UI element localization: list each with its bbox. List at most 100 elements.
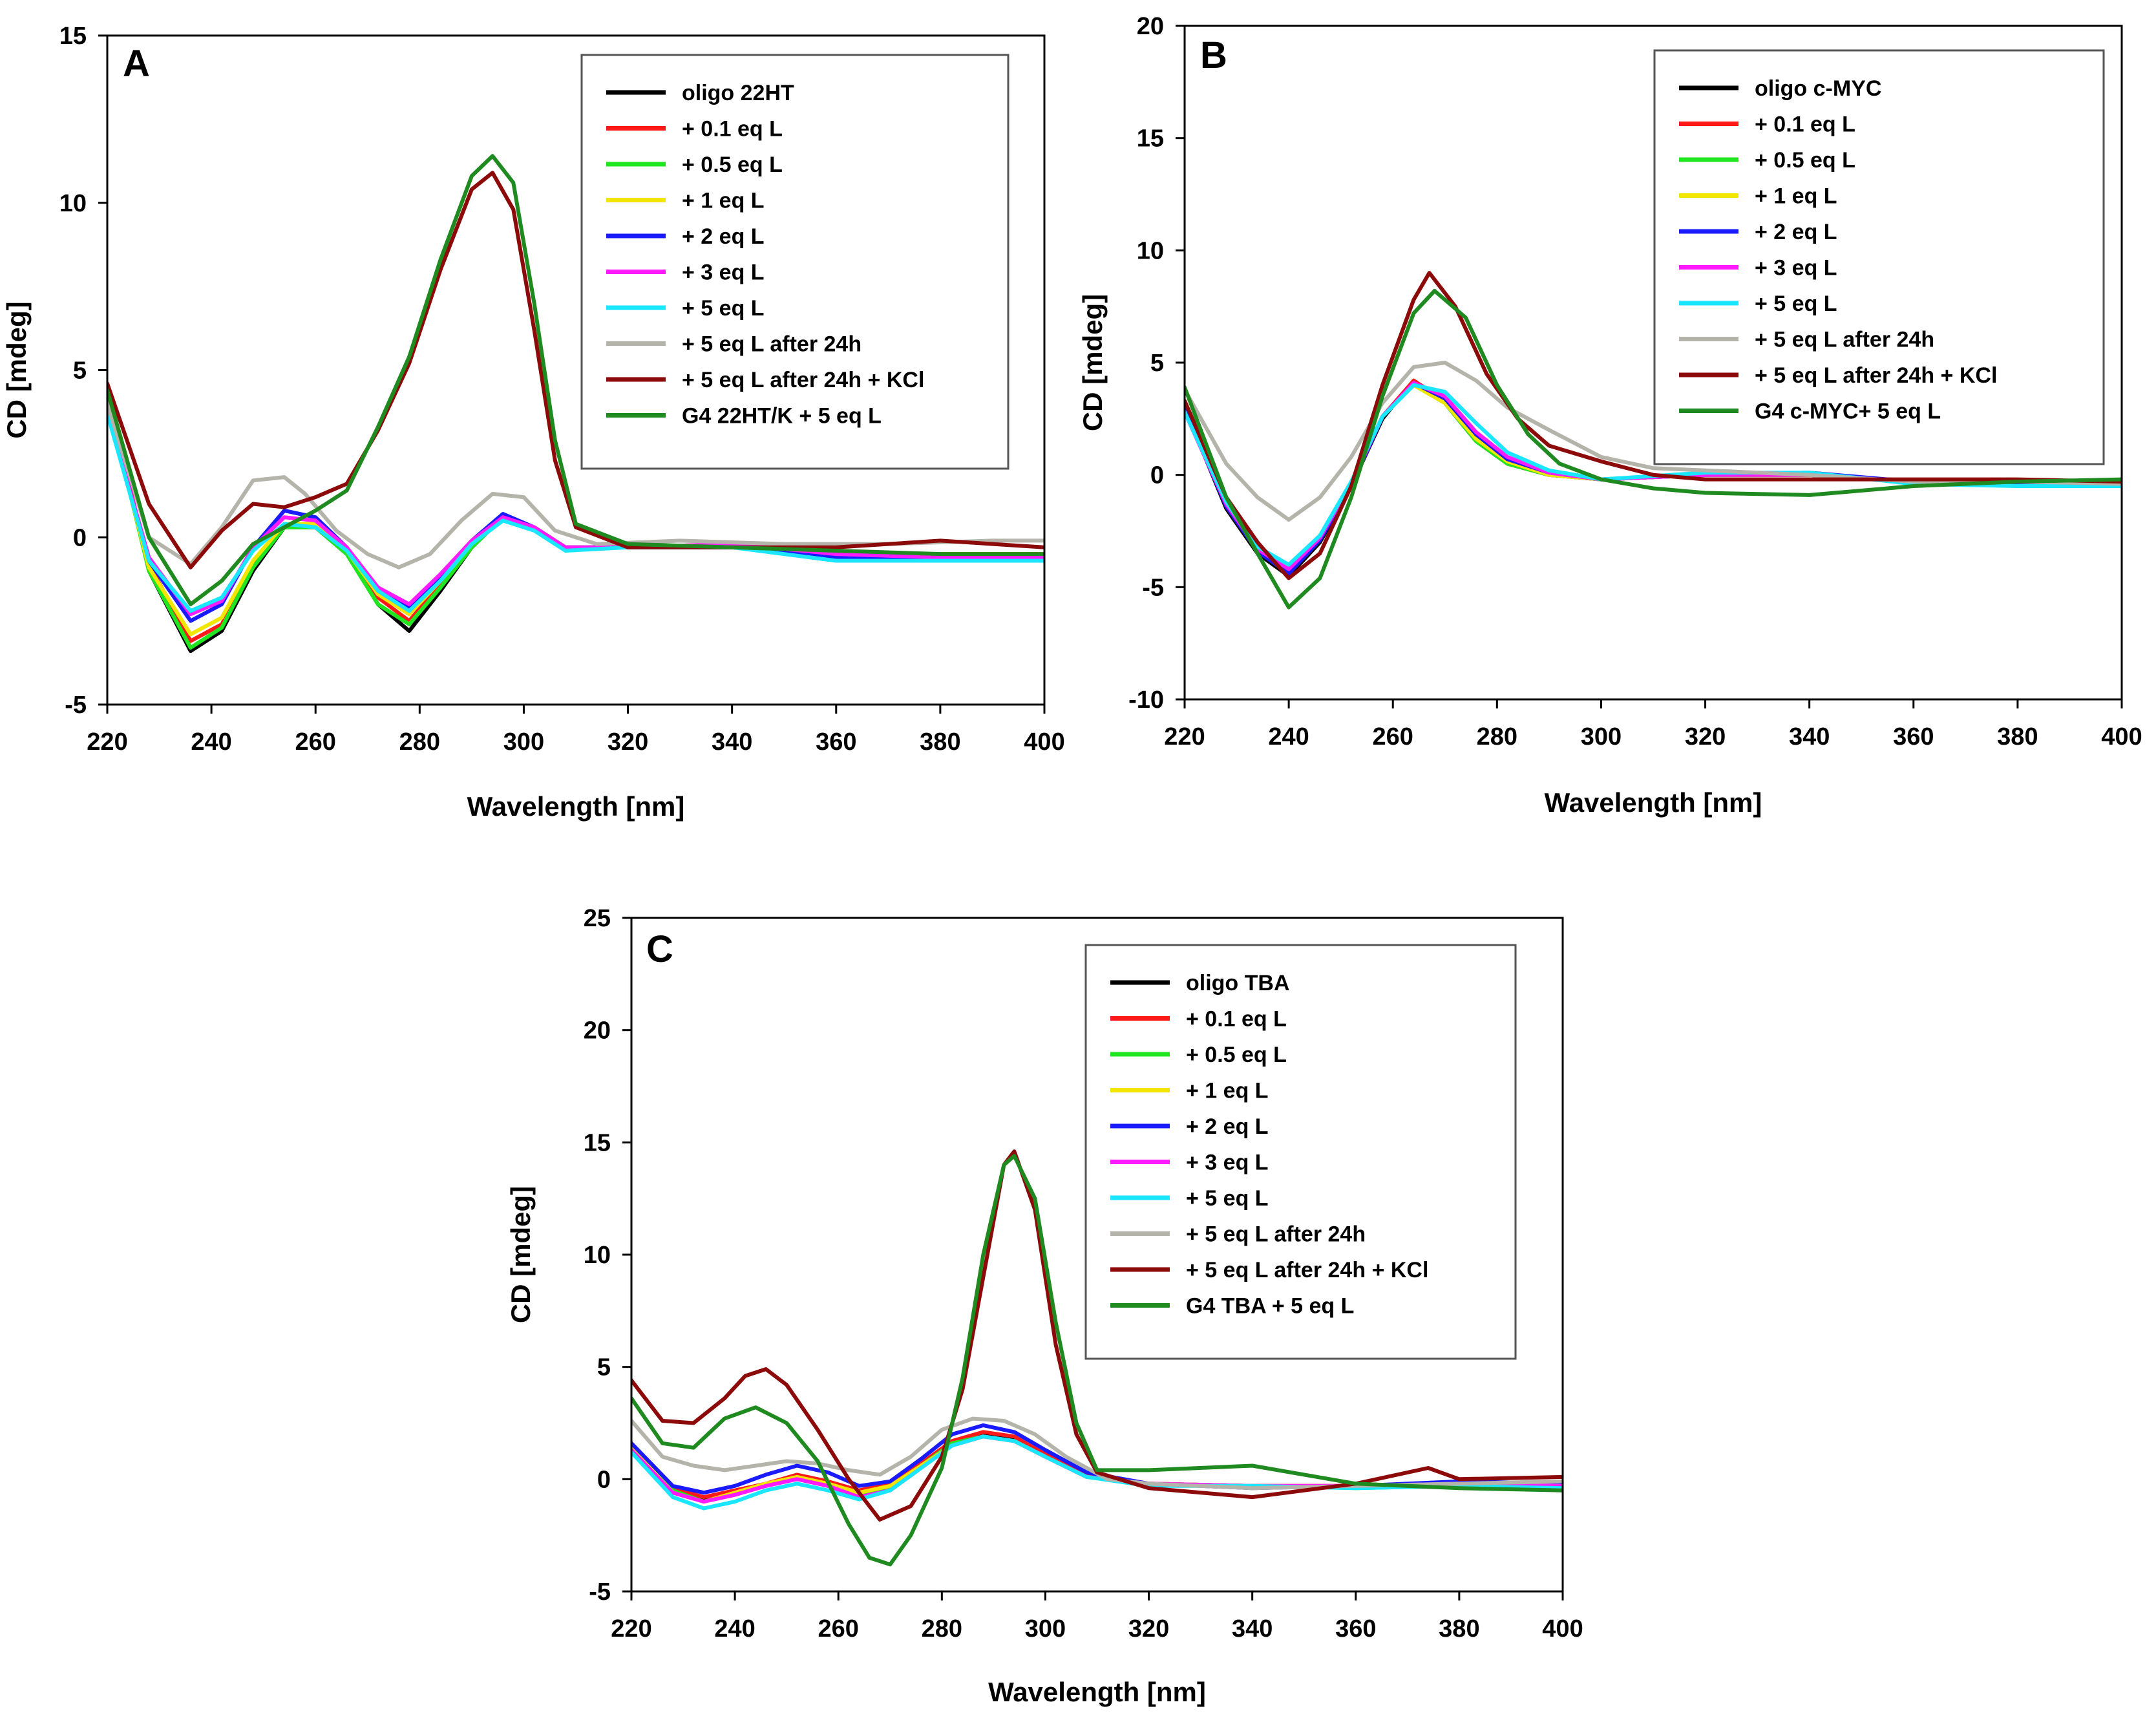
- y-tick-label: 25: [584, 905, 611, 932]
- legend-entry: + 5 eq L: [682, 296, 765, 321]
- x-tick-label: 400: [1024, 728, 1064, 756]
- panel-letter: A: [123, 43, 150, 85]
- x-tick-label: 320: [1128, 1615, 1169, 1642]
- legend-entry: + 5 eq L after 24h + KCl: [1186, 1258, 1428, 1282]
- y-tick-label: 15: [584, 1129, 611, 1156]
- x-tick-label: 240: [714, 1615, 755, 1642]
- x-tick-label: 280: [399, 728, 440, 756]
- series-line-8: [1185, 361, 2122, 522]
- x-tick-label: 360: [1893, 723, 1934, 750]
- series-line-8: [107, 401, 1044, 569]
- y-tick-label: 0: [73, 524, 87, 551]
- legend-entry: G4 22HT/K + 5 eq L: [682, 404, 882, 429]
- legend-entry: G4 c-MYC+ 5 eq L: [1755, 399, 1941, 424]
- y-tick-label: 20: [584, 1017, 611, 1045]
- x-tick-label: 260: [1373, 723, 1413, 750]
- plot-area: [107, 154, 1044, 654]
- y-tick-label: -5: [589, 1578, 611, 1606]
- x-axis-label: Wavelength [nm]: [988, 1677, 1206, 1707]
- legend-box: [1084, 944, 1517, 1360]
- x-tick-label: 300: [1025, 1615, 1066, 1642]
- legend-entry: + 5 eq L: [1186, 1186, 1269, 1211]
- y-tick-label: -5: [65, 692, 87, 719]
- legend-entry: + 2 eq L: [1186, 1114, 1269, 1139]
- y-tick-label: 0: [1150, 462, 1164, 489]
- x-tick-label: 340: [712, 728, 752, 756]
- panel-A: 220 240 260 280 300 320 340 360 380 400 -5 0 5 10 15 Wa…: [1, 23, 1065, 822]
- y-tick-label: 5: [597, 1354, 611, 1381]
- x-tick-label: 320: [1685, 723, 1726, 750]
- x-axis-label: Wavelength [nm]: [467, 791, 685, 822]
- y-tick-label: 15: [1137, 125, 1164, 153]
- x-tick-label: 380: [1997, 723, 2038, 750]
- y-axis-label: CD [mdeg]: [1077, 294, 1108, 431]
- legend-entry: oligo TBA: [1186, 971, 1290, 995]
- x-tick-label: 260: [818, 1615, 859, 1642]
- x-tick-label: 240: [191, 728, 231, 756]
- legend-entry: + 3 eq L: [1186, 1151, 1269, 1175]
- x-tick-label: 360: [816, 728, 856, 756]
- legend-entry: + 5 eq L after 24h: [1186, 1222, 1366, 1247]
- legend-entry: + 2 eq L: [682, 224, 765, 249]
- series-line-9: [1185, 271, 2122, 580]
- x-tick-label: 400: [2101, 723, 2142, 750]
- x-tick-label: 300: [503, 728, 544, 756]
- legend-entry: + 0.1 eq L: [1755, 112, 1855, 137]
- series-line-9: [631, 1149, 1563, 1522]
- x-tick-label: 240: [1268, 723, 1309, 750]
- x-tick-label: 380: [920, 728, 960, 756]
- plot-area: [631, 1149, 1563, 1567]
- legend-entry: + 0.5 eq L: [1186, 1043, 1287, 1067]
- x-tick-label: 260: [295, 728, 336, 756]
- legend-entry: + 5 eq L after 24h: [1755, 328, 1934, 352]
- series-line-10: [1185, 288, 2122, 610]
- legend: oligo TBA + 0.1 eq L + 0.5 eq L + 1 eq L + 2…: [1084, 944, 1517, 1360]
- legend-entry: + 5 eq L: [1755, 292, 1837, 316]
- legend-entry: + 0.5 eq L: [682, 153, 783, 177]
- legend: oligo c-MYC + 0.1 eq L + 0.5 eq L + 1 eq L +…: [1653, 49, 2105, 465]
- legend-entry: G4 TBA + 5 eq L: [1186, 1294, 1354, 1319]
- legend-entry: + 1 eq L: [682, 189, 765, 213]
- x-tick-label: 320: [608, 728, 648, 756]
- x-tick-label: 280: [922, 1615, 962, 1642]
- y-tick-label: 10: [1137, 237, 1164, 264]
- panel-C: 220 240 260 280 300 320 340 360 380 400 -5 0 5 10 15 20…: [505, 905, 1583, 1707]
- legend-box: [1653, 49, 2105, 465]
- y-tick-label: 5: [1150, 350, 1164, 377]
- y-tick-label: 5: [73, 357, 87, 385]
- y-axis-label: CD [mdeg]: [1, 301, 32, 438]
- x-tick-label: 300: [1581, 723, 1622, 750]
- x-tick-label: 220: [1164, 723, 1205, 750]
- legend-entry: oligo 22HT: [682, 81, 794, 105]
- x-tick-label: 220: [87, 728, 127, 756]
- x-tick-label: 220: [611, 1615, 651, 1642]
- x-tick-label: 380: [1439, 1615, 1479, 1642]
- legend-box: [580, 54, 1009, 470]
- x-tick-label: 340: [1789, 723, 1830, 750]
- legend-entry: + 3 eq L: [1755, 256, 1837, 281]
- y-tick-label: -10: [1128, 686, 1164, 714]
- x-tick-label: 340: [1232, 1615, 1273, 1642]
- y-tick-label: 15: [59, 23, 87, 50]
- series-line-8: [631, 1416, 1563, 1491]
- x-axis-label: Wavelength [nm]: [1545, 787, 1762, 818]
- y-tick-label: -5: [1142, 574, 1164, 601]
- legend-entry: + 1 eq L: [1755, 184, 1837, 209]
- legend-entry: + 1 eq L: [1186, 1079, 1269, 1103]
- legend-entry: oligo c-MYC: [1755, 76, 1881, 101]
- y-tick-label: 10: [59, 190, 87, 217]
- x-tick-label: 280: [1477, 723, 1517, 750]
- x-tick-label: 400: [1542, 1615, 1583, 1642]
- legend-entry: + 0.5 eq L: [1755, 148, 1855, 173]
- legend: oligo 22HT + 0.1 eq L + 0.5 eq L + 1 eq L + …: [580, 54, 1009, 470]
- legend-entry: + 5 eq L after 24h: [682, 332, 861, 357]
- series-line-10: [107, 154, 1044, 606]
- y-tick-label: 10: [584, 1242, 611, 1269]
- legend-entry: + 0.1 eq L: [682, 117, 783, 142]
- panel-B: 220 240 260 280 300 320 340 360 380 400 -10 -5 0 5 10 1…: [1077, 13, 2142, 818]
- y-axis-label: CD [mdeg]: [505, 1186, 536, 1323]
- panel-letter: C: [646, 928, 673, 970]
- legend-entry: + 0.1 eq L: [1186, 1007, 1287, 1032]
- y-tick-label: 20: [1137, 13, 1164, 40]
